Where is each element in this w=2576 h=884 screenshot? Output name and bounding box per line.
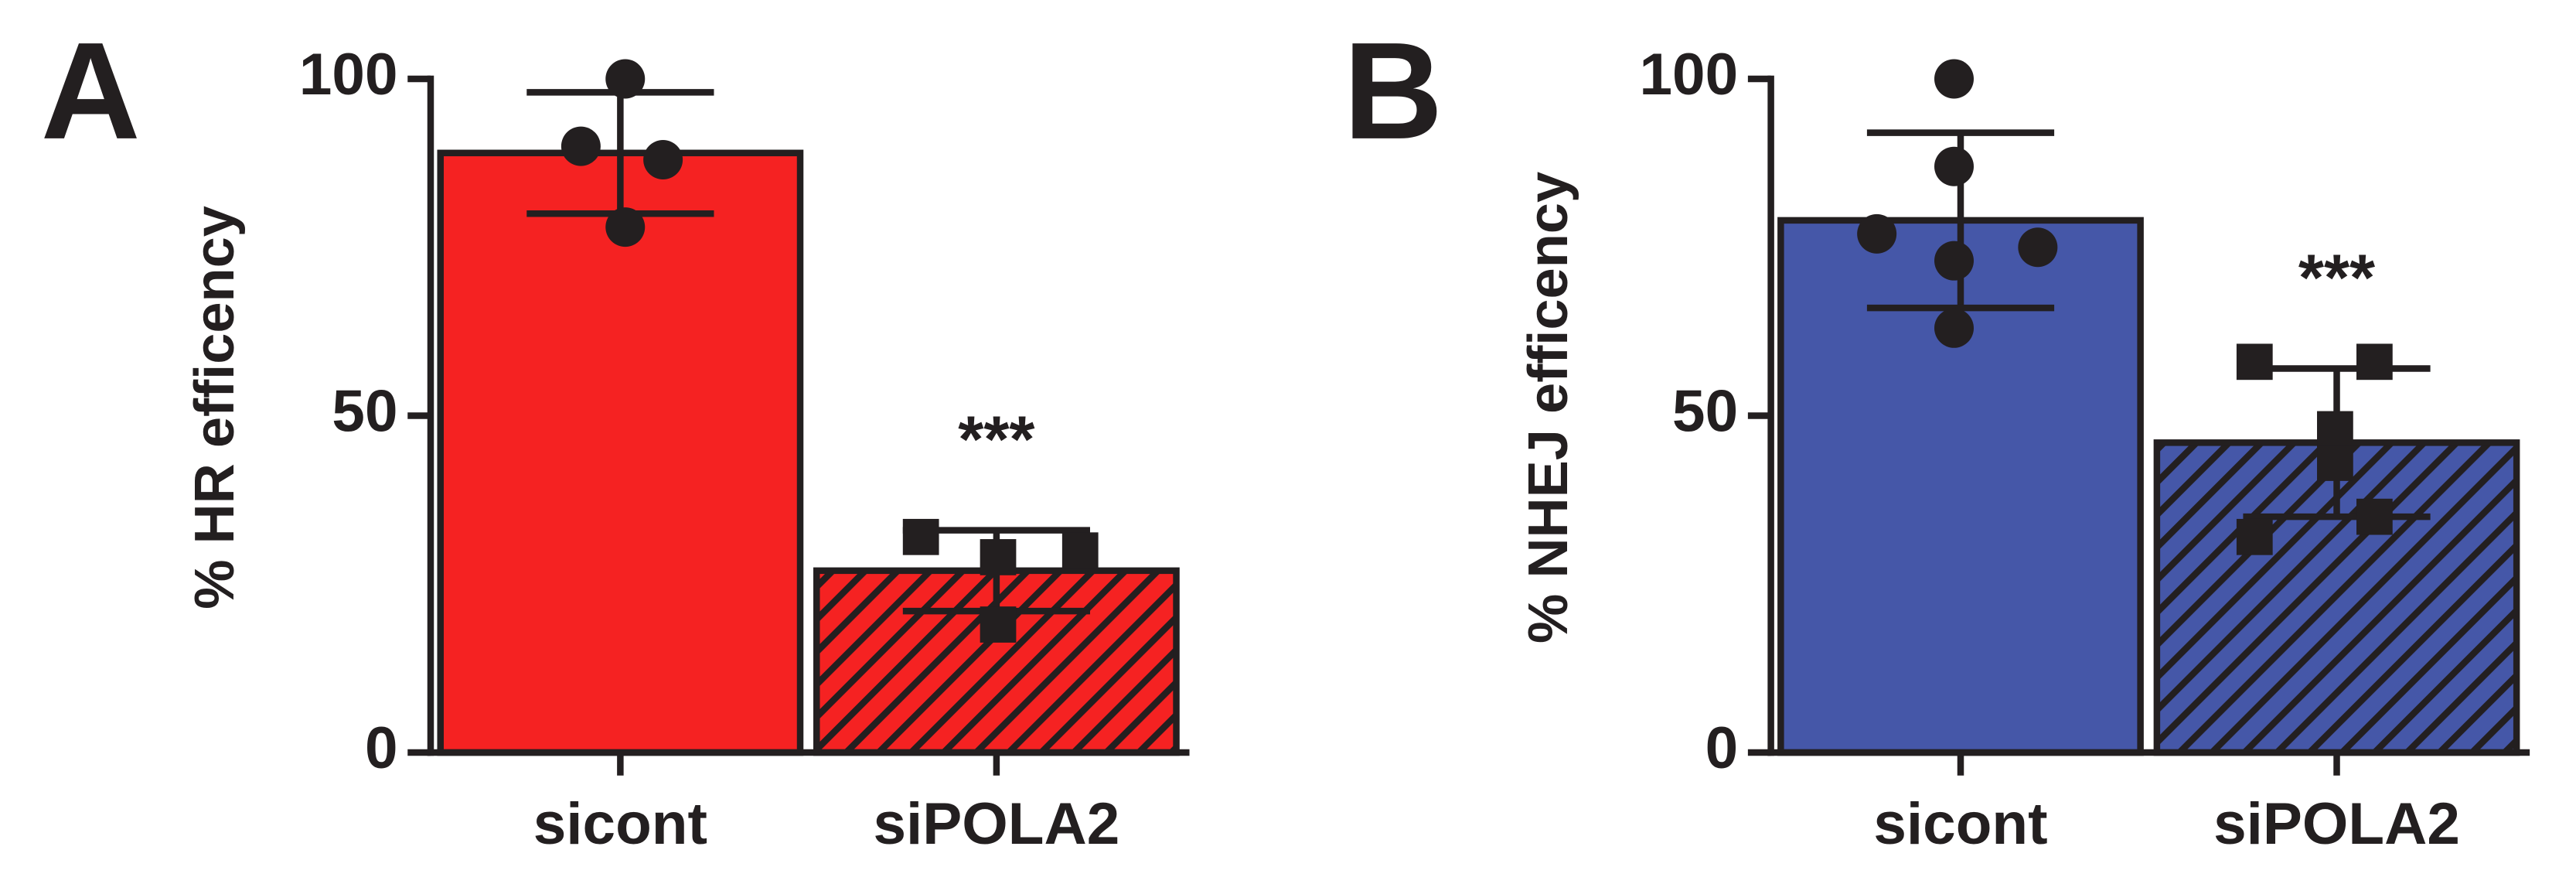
y-tick-label: 50 — [332, 379, 397, 445]
data-point — [1857, 213, 1897, 254]
y-tick-label: 0 — [1705, 715, 1739, 781]
panel-label: A — [41, 13, 141, 168]
panel-label: B — [1344, 13, 1443, 168]
x-tick-label: sicont — [533, 791, 707, 857]
significance: *** — [2298, 242, 2375, 316]
y-tick-label: 0 — [365, 715, 398, 781]
data-point — [1061, 532, 1099, 569]
data-point — [2317, 411, 2353, 448]
data-point — [2317, 445, 2353, 481]
x-tick-label: siPOLA2 — [2213, 791, 2460, 857]
y-tick-label: 100 — [299, 42, 398, 108]
data-point — [2356, 343, 2393, 381]
data-point — [561, 126, 601, 166]
data-point — [902, 518, 939, 555]
data-point — [643, 140, 683, 179]
bar — [437, 149, 804, 756]
y-axis-label: % NHEJ efficency — [1518, 172, 1579, 643]
data-point — [2356, 498, 2393, 535]
data-point — [1934, 146, 1974, 186]
data-point — [980, 606, 1017, 643]
data-point — [2236, 518, 2273, 555]
y-tick-label: 50 — [1672, 379, 1738, 445]
x-tick-label: sicont — [1873, 791, 2047, 857]
data-point — [1934, 308, 1974, 348]
significance: *** — [958, 404, 1034, 477]
y-tick-label: 100 — [1640, 42, 1739, 108]
data-point — [605, 207, 646, 247]
data-point — [2018, 227, 2058, 268]
y-axis-label: % HR efficency — [184, 206, 246, 609]
data-point — [1934, 59, 1974, 99]
data-point — [2236, 343, 2273, 381]
data-point — [1934, 241, 1974, 281]
data-point — [605, 59, 646, 99]
x-tick-label: siPOLA2 — [874, 791, 1120, 857]
data-point — [980, 539, 1017, 575]
